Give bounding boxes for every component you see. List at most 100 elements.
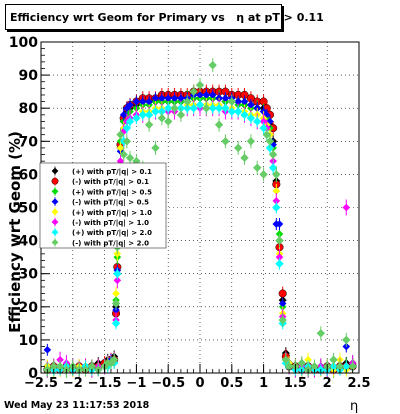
data-point bbox=[113, 269, 122, 278]
x-tick-label: 0.5 bbox=[220, 376, 243, 391]
data-point bbox=[138, 110, 147, 120]
legend-label: (-) with pT/|q| > 1.0 bbox=[72, 219, 149, 228]
y-tick-label: 50 bbox=[19, 201, 39, 217]
data-point bbox=[132, 97, 141, 106]
data-point bbox=[272, 170, 281, 179]
data-point bbox=[227, 107, 236, 116]
data-point bbox=[123, 104, 131, 112]
data-point bbox=[275, 220, 284, 228]
data-point bbox=[342, 335, 351, 345]
data-point bbox=[119, 111, 128, 119]
data-point bbox=[145, 97, 153, 106]
data-point bbox=[144, 110, 154, 120]
data-point bbox=[272, 187, 281, 195]
x-tick-label: 0 bbox=[195, 376, 204, 391]
legend-label: (+) with pT/|q| > 0.1 bbox=[72, 168, 152, 177]
data-point bbox=[246, 113, 256, 123]
data-point bbox=[208, 60, 217, 70]
data-point bbox=[265, 137, 275, 146]
data-point bbox=[234, 97, 242, 106]
data-point bbox=[275, 236, 284, 245]
data-point bbox=[112, 289, 120, 298]
data-point bbox=[208, 104, 217, 113]
data-point bbox=[122, 123, 132, 133]
data-point bbox=[335, 362, 345, 371]
data-point bbox=[125, 117, 135, 126]
legend-label: (-) with pT/|q| > 2.0 bbox=[72, 239, 149, 248]
data-point bbox=[240, 97, 249, 106]
data-point bbox=[87, 362, 97, 371]
data-point bbox=[189, 104, 198, 113]
data-point bbox=[116, 144, 125, 152]
data-point bbox=[214, 104, 224, 113]
y-tick-label: 10 bbox=[19, 333, 39, 349]
data-point bbox=[227, 97, 236, 106]
data-point bbox=[269, 140, 277, 149]
data-point bbox=[151, 143, 160, 153]
y-tick-label: 80 bbox=[19, 101, 39, 117]
data-point bbox=[278, 299, 287, 308]
data-point bbox=[164, 94, 172, 103]
legend-label: (+) with pT/|q| > 1.0 bbox=[72, 209, 152, 218]
data-point bbox=[116, 130, 125, 139]
data-point bbox=[268, 163, 278, 172]
data-point bbox=[111, 299, 121, 308]
data-point bbox=[275, 253, 284, 261]
data-point bbox=[342, 362, 351, 371]
data-point bbox=[164, 104, 173, 113]
data-point bbox=[272, 197, 281, 205]
data-point bbox=[278, 289, 287, 298]
data-point bbox=[106, 358, 116, 368]
data-point bbox=[170, 104, 179, 113]
data-point bbox=[196, 91, 204, 99]
data-point bbox=[246, 137, 256, 146]
data-point bbox=[157, 113, 167, 123]
legend-label: (-) with pT/|q| > 0.1 bbox=[72, 178, 149, 187]
data-point bbox=[144, 120, 154, 129]
y-tick-label: 0 bbox=[28, 366, 38, 382]
data-point bbox=[278, 315, 287, 325]
data-point bbox=[189, 87, 198, 96]
y-tick-label: 20 bbox=[19, 300, 39, 316]
data-point bbox=[109, 355, 119, 364]
data-point bbox=[275, 259, 284, 268]
data-point bbox=[259, 123, 268, 133]
x-tick-label: 1 bbox=[259, 376, 268, 391]
data-point bbox=[259, 117, 268, 126]
y-tick-label: 100 bbox=[9, 35, 38, 51]
data-point bbox=[247, 101, 255, 109]
data-point bbox=[195, 80, 205, 90]
data-point bbox=[214, 120, 224, 129]
y-tick-label: 60 bbox=[19, 167, 39, 183]
data-point bbox=[202, 91, 211, 99]
data-point bbox=[342, 203, 351, 212]
data-point bbox=[348, 362, 357, 371]
data-point bbox=[240, 153, 249, 163]
data-point bbox=[151, 107, 160, 116]
y-tick-label: 40 bbox=[19, 234, 39, 250]
data-point bbox=[240, 110, 249, 120]
data-point bbox=[284, 362, 294, 371]
data-point bbox=[183, 97, 192, 106]
data-point bbox=[119, 150, 128, 159]
data-point bbox=[316, 329, 326, 338]
data-point bbox=[221, 94, 230, 103]
x-axis-label: η bbox=[350, 399, 359, 414]
data-point bbox=[208, 91, 217, 99]
data-point bbox=[195, 100, 205, 110]
data-point bbox=[253, 163, 262, 172]
data-point bbox=[221, 104, 230, 113]
x-tick-label: −0.5 bbox=[151, 376, 185, 391]
data-point bbox=[49, 362, 58, 371]
y-axis-ticks: 0 10 20 30 40 50 60 70 80 90 100 bbox=[9, 35, 50, 382]
data-point bbox=[329, 355, 338, 364]
chart-title: Efficiency wrt Geom for Primary vs η at … bbox=[5, 4, 324, 30]
legend-label: (-) with pT/|q| > 0.5 bbox=[72, 199, 149, 208]
x-tick-label: 2.5 bbox=[347, 376, 370, 391]
y-axis-label: Efficiency wrt Geom (%) bbox=[6, 131, 24, 333]
data-point bbox=[138, 97, 147, 106]
data-point bbox=[176, 110, 186, 120]
x-tick-label: 2 bbox=[323, 376, 332, 391]
data-point bbox=[253, 117, 262, 126]
